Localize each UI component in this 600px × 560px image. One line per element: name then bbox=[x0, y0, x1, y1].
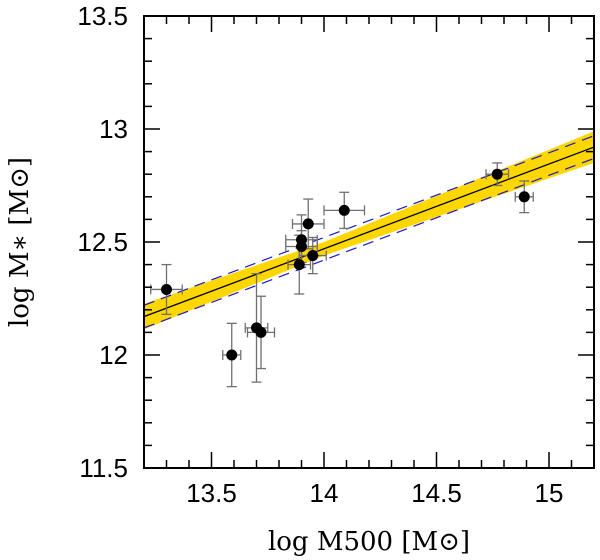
y-tick-label: 13.5 bbox=[77, 1, 128, 31]
lower-dashed-line bbox=[144, 157, 594, 329]
y-tick-label: 11.5 bbox=[79, 453, 128, 483]
data-point-6 bbox=[296, 241, 307, 253]
x-tick-label: 14.5 bbox=[411, 478, 462, 508]
x-tick-label: 15 bbox=[535, 478, 564, 508]
y-axis-label: log M∗ [M⊙] bbox=[5, 157, 35, 327]
data-point-11 bbox=[518, 191, 530, 203]
data-point-3 bbox=[255, 326, 267, 338]
data-point-0 bbox=[161, 283, 172, 295]
data-point-9 bbox=[338, 204, 350, 216]
data-point-8 bbox=[307, 250, 319, 262]
data-point-4 bbox=[293, 259, 305, 271]
x-axis-label: log M500 [M⊙] bbox=[268, 527, 470, 557]
data-point-10 bbox=[491, 168, 503, 180]
data-point-7 bbox=[302, 218, 314, 230]
y-tick-label: 12.5 bbox=[77, 227, 128, 257]
x-tick-label: 14 bbox=[310, 478, 339, 508]
x-tick-label: 13.5 bbox=[186, 478, 237, 508]
plot-frame bbox=[143, 15, 595, 469]
fit-lines-layer bbox=[144, 135, 594, 329]
data-points-layer bbox=[161, 168, 530, 361]
upper-dashed-line bbox=[144, 135, 594, 306]
data-point-1 bbox=[226, 349, 238, 361]
confidence-band bbox=[144, 131, 594, 330]
y-tick-label: 13 bbox=[99, 114, 128, 144]
y-tick-label: 12 bbox=[99, 340, 128, 370]
errorbar-10 bbox=[485, 162, 510, 187]
axis-ticks-layer: 13.5 14 14.5 15 11.5 12 12.5 13 13.5 bbox=[77, 1, 595, 508]
confidence-band-layer bbox=[144, 131, 594, 330]
best-fit-line bbox=[144, 146, 594, 318]
